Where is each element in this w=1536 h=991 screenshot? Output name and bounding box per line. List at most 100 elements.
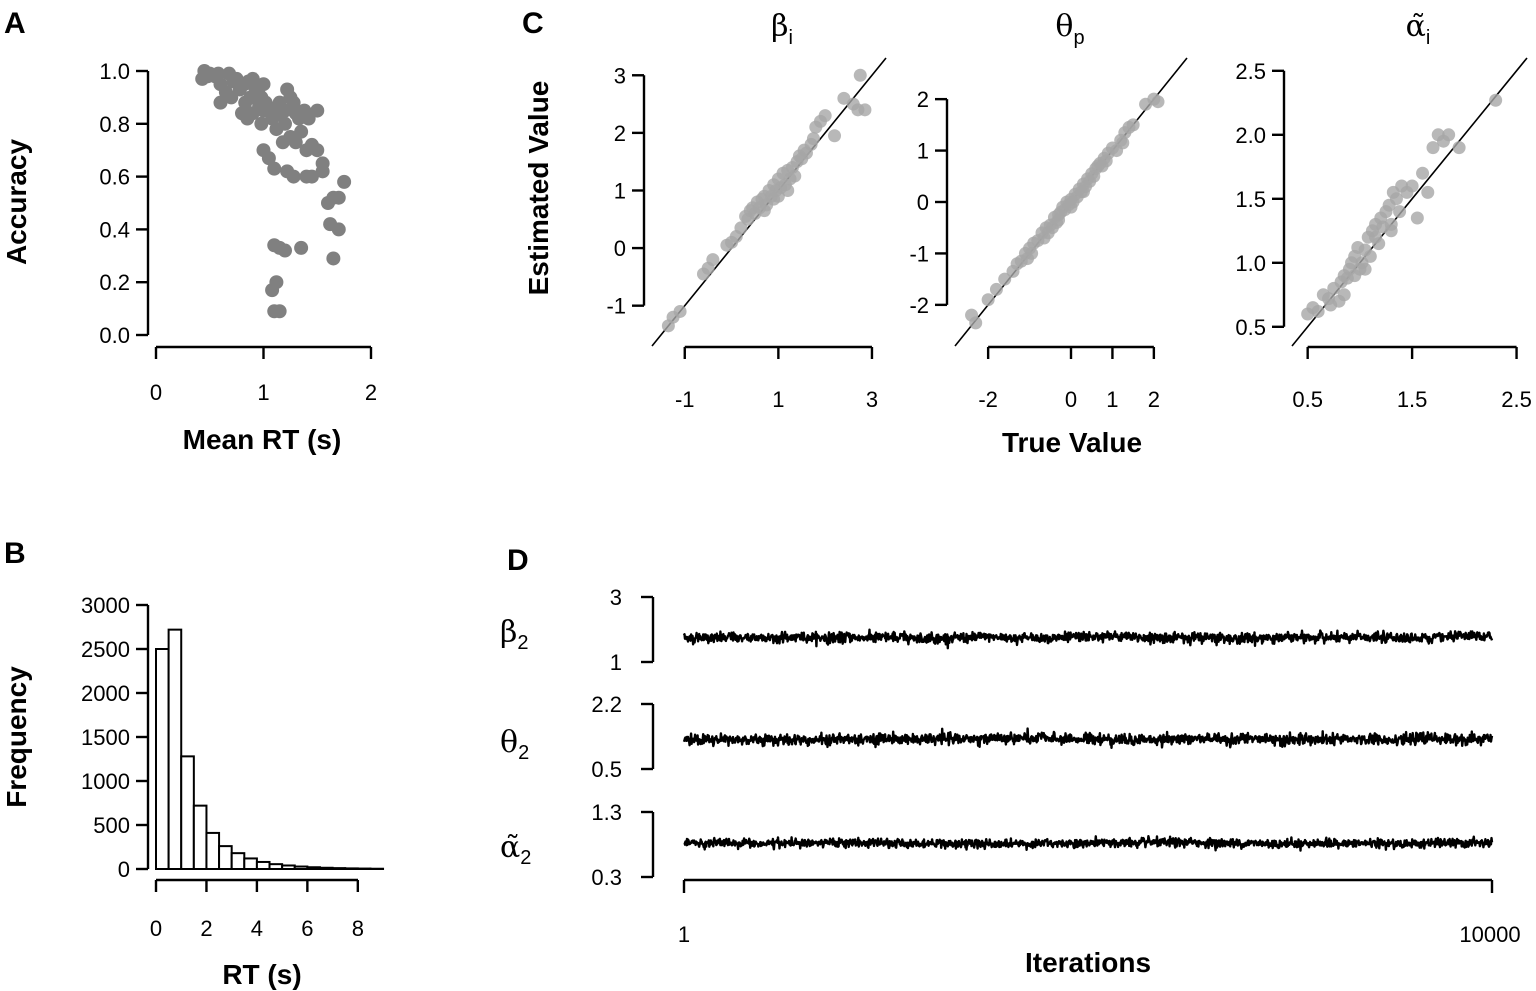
panel-d-y-tick-label: 2.2	[591, 692, 622, 717]
panel-c-c3-point	[1348, 269, 1362, 283]
panel-c-c1-x-tick-label: 1	[772, 387, 784, 412]
panel-a-points	[195, 64, 352, 319]
panel-c-c1-y-tick-label: 2	[614, 121, 626, 146]
panel-c-c1-point	[853, 68, 867, 82]
panel-d-trace-2	[682, 727, 1494, 749]
panel-c-theta-axes: -2 0 1 2 -2 -1 0 1 2	[909, 87, 1160, 412]
panel-b-ylabel: Frequency	[1, 666, 32, 808]
panel-c-c3-point	[1384, 224, 1398, 238]
panel-c-alpha-title: α̃i	[1406, 9, 1431, 49]
panel-b-bar	[192, 804, 208, 871]
panel-c-c2-x-tick-label: 2	[1148, 387, 1160, 412]
panel-b-bar	[155, 648, 170, 870]
panel-c-c3-point	[1393, 205, 1407, 219]
panel-c-c2-y-tick-label: 1	[917, 139, 929, 164]
panel-c-c1-x-tick-label: 3	[866, 387, 878, 412]
panel-c-c1-point	[771, 189, 785, 203]
panel-letter-c: C	[522, 7, 544, 40]
panel-b-bar	[318, 866, 334, 871]
panel-c-c1-point	[734, 221, 748, 235]
panel-c-theta-points	[954, 57, 1188, 347]
panel-d-y-tick-label: 0.3	[591, 865, 622, 890]
panel-c-c3-point	[1442, 128, 1456, 142]
panel-c-c1-point	[741, 212, 755, 226]
panel-b-bar	[255, 860, 271, 871]
panel-a-point	[275, 135, 290, 150]
panel-a-point	[331, 190, 346, 205]
panel-a-point	[211, 66, 226, 81]
panel-c-c2-y-tick-label: -2	[909, 293, 929, 318]
panel-c-c2-x-tick-label: 1	[1106, 387, 1118, 412]
panel-b-bar	[331, 867, 347, 870]
panel-d-y-tick-label: 3	[610, 585, 622, 610]
panel-a-point	[288, 135, 303, 150]
panel-b-y-tick-label: 0	[118, 857, 130, 882]
panel-a-y-tick-label: 1.0	[99, 59, 130, 84]
panel-b-y-tick-label: 500	[93, 813, 130, 838]
panel-a-point	[254, 116, 269, 131]
panel-b-y-tick-label: 2500	[81, 637, 130, 662]
panel-c-c3-point	[1369, 230, 1383, 244]
panel-a-axes: 0 1 2 0.0 0.2 0.4 0.6 0.8 1.0	[99, 59, 377, 405]
trace-theta-label: θ2	[500, 725, 529, 764]
panel-a-point	[278, 243, 292, 258]
panel-b-axes: 0 2 4 6 8 0 500 1000 1500 2000 2500 3000	[81, 593, 364, 941]
panel-b-x-tick-label: 2	[200, 916, 212, 941]
panel-c-c2-y-tick-label: 2	[917, 87, 929, 112]
panel-a-point	[272, 304, 287, 319]
panel-c-c1-point	[828, 129, 842, 143]
panel-a-point	[238, 95, 253, 110]
panel-a-y-tick-label: 0.8	[99, 112, 130, 137]
panel-b-bar	[243, 857, 258, 871]
panel-b-x-tick-label: 8	[352, 916, 364, 941]
panel-c-c3-x-tick-label: 0.5	[1292, 387, 1323, 412]
panel-a-point	[224, 90, 239, 105]
panel-a-scatter: A 0 1 2 0.0 0.2 0.4 0.6 0.8 1.0 Mean RT (s) Accu…	[1, 7, 377, 455]
panel-c-c2-point	[1151, 95, 1165, 109]
panel-c-c3-x-tick-label: 1.5	[1397, 387, 1428, 412]
panel-c-c3-point	[1421, 185, 1435, 199]
panel-d-y-tick-label: 0.5	[591, 757, 622, 782]
panel-d-y-tick-label: 1	[610, 650, 622, 675]
panel-c-c3-y-tick-label: 2.0	[1235, 123, 1266, 148]
panel-c-c3-point	[1416, 166, 1430, 180]
panel-c-c2-y-tick-label: 0	[917, 190, 929, 215]
panel-a-point	[286, 169, 301, 184]
panel-c-c2-point	[1116, 136, 1130, 150]
panel-c-c3-point	[1452, 141, 1466, 155]
panel-c-c1-point	[788, 169, 802, 183]
panel-c-c3-y-tick-label: 1.0	[1235, 251, 1266, 276]
panel-b-y-tick-label: 1000	[81, 769, 130, 794]
panel-c-c1-y-tick-label: 0	[614, 236, 626, 261]
panel-a-x-tick-label: 2	[365, 380, 377, 405]
panel-a-point	[331, 222, 346, 237]
panel-c-ylabel: Estimated Value	[523, 81, 554, 296]
panel-c-c2-point	[1095, 159, 1109, 173]
panel-c-c2-point	[1076, 185, 1090, 199]
panel-letter-a: A	[4, 7, 26, 40]
panel-a-point	[286, 95, 301, 110]
panel-c-c2-point	[989, 282, 1003, 296]
panel-c-c1-point	[858, 103, 872, 117]
panel-a-ylabel: Accuracy	[1, 139, 32, 266]
panel-a-point	[261, 151, 276, 166]
panel-c-alpha-axes: 0.5 1.5 2.5 0.5 1.0 1.5 2.0 2.5	[1235, 59, 1531, 412]
panel-b-xlabel: RT (s)	[222, 959, 301, 990]
panel-c-c1-point	[806, 132, 820, 146]
panel-c-c3-point	[1363, 249, 1377, 263]
panel-b-y-tick-label: 2000	[81, 681, 130, 706]
panel-a-point	[294, 240, 309, 255]
panel-d-trace-3	[683, 835, 1494, 852]
panel-a-x-tick-label: 1	[257, 380, 269, 405]
panel-b-x-tick-label: 6	[301, 916, 313, 941]
panel-c-c2-point	[981, 293, 995, 307]
panel-d-x-tick-label: 1	[678, 922, 690, 947]
panel-c-recovery: C βi -1 1 3 -1 0 1 2 3 θp -2 0 1 2 -2 -1 0 1 2 α̃i 0.5 1…	[522, 7, 1532, 458]
panel-a-y-tick-label: 0.6	[99, 165, 130, 190]
panel-c-alpha-points	[1291, 57, 1528, 347]
panel-a-point	[315, 164, 330, 179]
panel-d-trace-1	[682, 628, 1494, 650]
panel-a-point	[337, 174, 352, 189]
panel-c-c2-y-tick-label: -1	[909, 241, 929, 266]
